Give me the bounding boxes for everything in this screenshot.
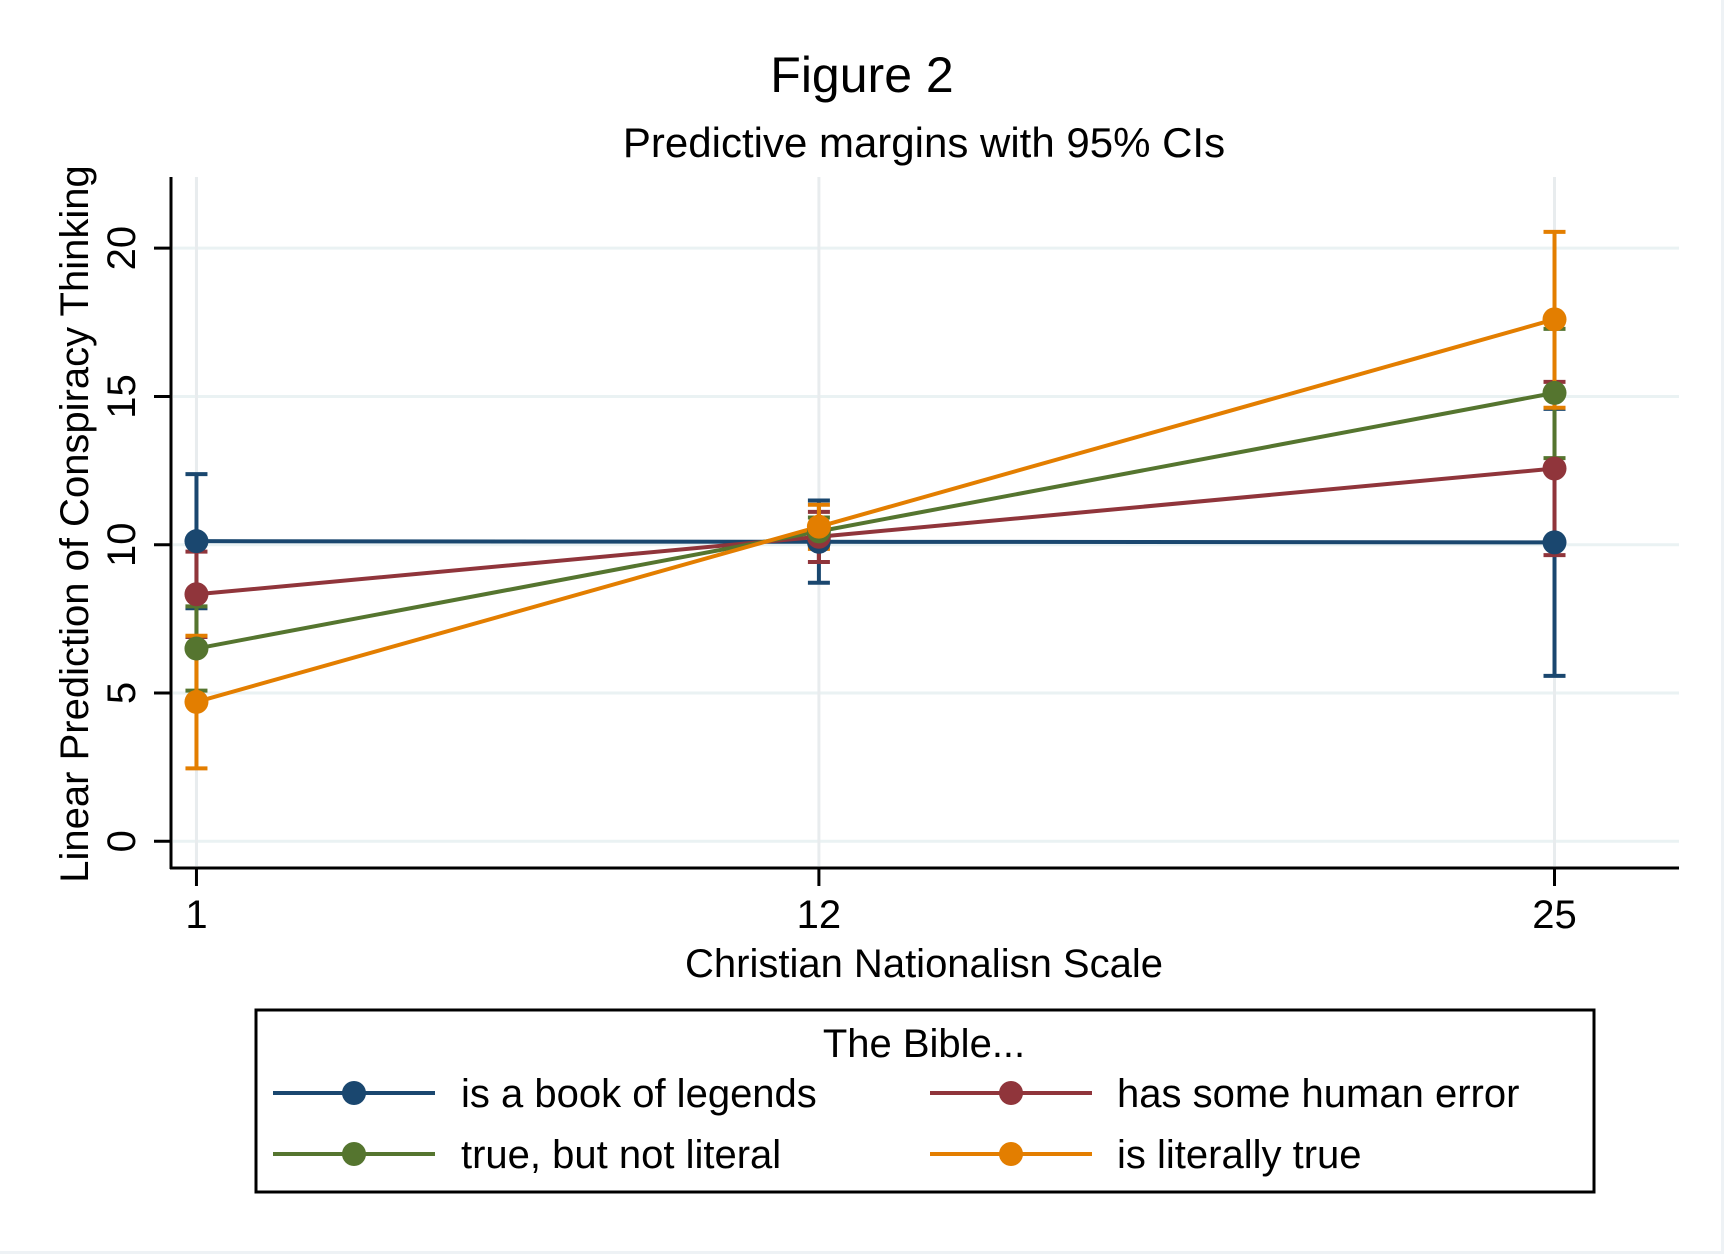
data-point <box>184 582 209 607</box>
y-tick-label: 15 <box>100 374 144 419</box>
legend-title: The Bible... <box>823 1022 1025 1066</box>
legend-item: is literally true <box>930 1133 1362 1177</box>
legend-marker-swatch <box>342 1142 366 1166</box>
legend-label: is literally true <box>1117 1133 1362 1177</box>
series-line-2 <box>196 390 1555 651</box>
legend-marker-swatch <box>999 1081 1023 1105</box>
x-tick-label: 12 <box>797 893 842 937</box>
legend-marker-swatch <box>999 1142 1023 1166</box>
y-tick-label: 20 <box>100 226 144 271</box>
legend: The Bible... is a book of legends has som… <box>254 1008 1596 1194</box>
y-axis-label: Linear Prediction of Conspiracy Thinking <box>53 165 97 882</box>
legend-label: has some human error <box>1117 1072 1519 1116</box>
y-tick-label: 10 <box>100 522 144 567</box>
legend-item: is a book of legends <box>273 1072 817 1116</box>
legend-item: true, but not literal <box>273 1133 781 1177</box>
gridlines <box>173 177 1679 866</box>
legend-marker-swatch <box>342 1081 366 1105</box>
x-tick-label: 1 <box>185 893 207 937</box>
x-ticks: 1 12 25 <box>185 868 1577 937</box>
axes <box>169 177 1679 870</box>
data-point <box>1542 530 1567 555</box>
ci-group-3 <box>185 229 1566 771</box>
data-point <box>1542 380 1567 405</box>
data-point <box>806 514 831 539</box>
y-tick-label: 5 <box>100 682 144 704</box>
series-line-1 <box>196 466 1555 597</box>
legend-item: has some human error <box>930 1072 1519 1116</box>
y-tick-label: 0 <box>100 830 144 852</box>
chart-subtitle: Predictive margins with 95% CIs <box>623 119 1225 166</box>
legend-label: is a book of legends <box>461 1072 817 1116</box>
y-ticks: 0 5 10 15 20 <box>100 226 171 852</box>
x-axis-label: Christian Nationalisn Scale <box>685 942 1163 986</box>
data-point <box>1542 307 1567 332</box>
data-point <box>184 529 209 554</box>
x-tick-label: 25 <box>1532 893 1577 937</box>
legend-box <box>254 1008 1596 1194</box>
series-line-0 <box>196 539 1555 545</box>
series-line-3 <box>195 317 1556 704</box>
data-point <box>184 689 209 714</box>
data-point <box>184 636 209 661</box>
chart-title: Figure 2 <box>770 47 953 103</box>
data-point <box>1542 456 1567 481</box>
legend-label: true, but not literal <box>461 1133 781 1177</box>
series-group <box>184 229 1567 771</box>
